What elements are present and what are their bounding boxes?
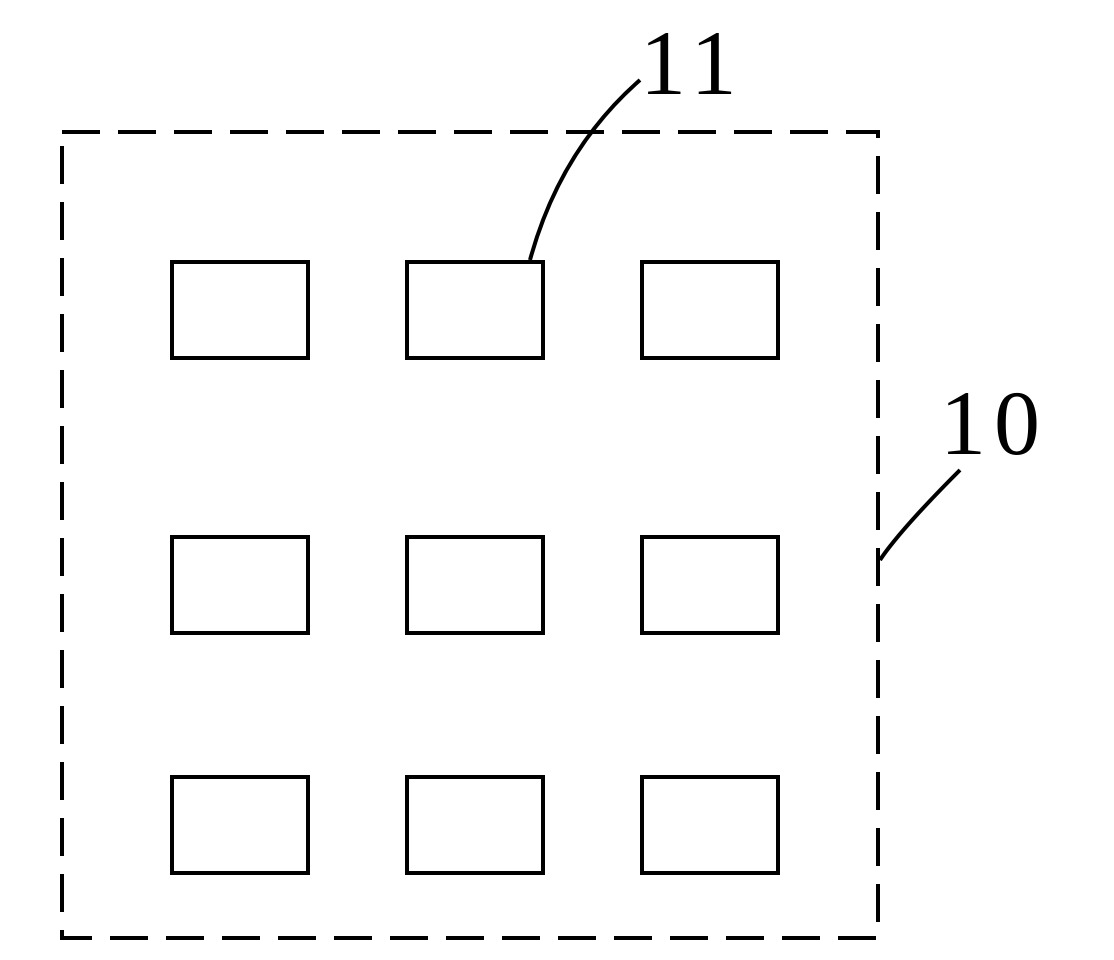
reference-label-10: 10 [940,370,1048,476]
grid-cell [170,775,310,875]
grid-cell [405,775,545,875]
grid-cell [640,535,780,635]
leader-line [870,460,970,570]
reference-label-11: 11 [640,10,745,116]
leader-line [520,70,650,270]
grid-cell [170,535,310,635]
grid-cell [640,775,780,875]
grid-cell [405,535,545,635]
grid-cell [640,260,780,360]
grid-cell [405,260,545,360]
grid-cell [170,260,310,360]
